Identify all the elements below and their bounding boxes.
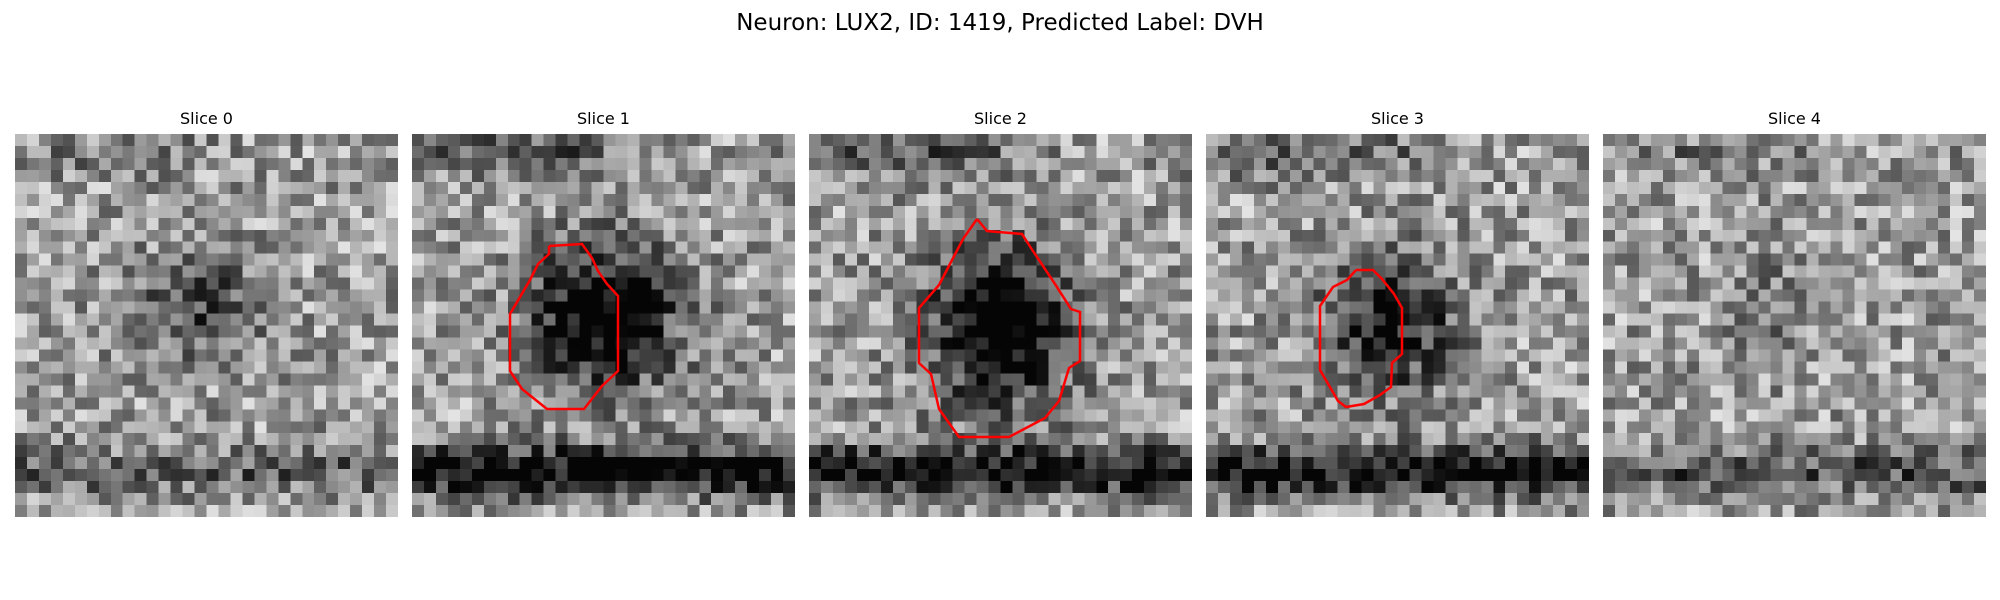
slice-image [412, 134, 795, 517]
slice-title: Slice 0 [180, 109, 233, 128]
slice-panel-1: Slice 1 [412, 108, 795, 518]
slice-image [1603, 134, 1986, 517]
slice-panel-3: Slice 3 [1206, 108, 1589, 518]
figure-title: Neuron: LUX2, ID: 1419, Predicted Label:… [736, 10, 1264, 36]
contour-line [1318, 268, 1404, 409]
segmentation-contour [917, 218, 1082, 439]
slice-panel-2: Slice 2 [809, 108, 1192, 518]
contour-line [917, 218, 1082, 439]
segmentation-contour [1318, 268, 1404, 409]
slice-title: Slice 4 [1768, 109, 1821, 128]
slice-title: Slice 1 [577, 109, 630, 128]
slice-title: Slice 3 [1371, 109, 1424, 128]
contour-line [508, 242, 620, 411]
slice-panel-0: Slice 0 [15, 108, 398, 518]
segmentation-contour [508, 242, 620, 411]
slice-panel-4: Slice 4 [1603, 108, 1986, 518]
slice-image [1206, 134, 1589, 517]
slice-title: Slice 2 [974, 109, 1027, 128]
slice-image [809, 134, 1192, 517]
slice-image [15, 134, 398, 517]
